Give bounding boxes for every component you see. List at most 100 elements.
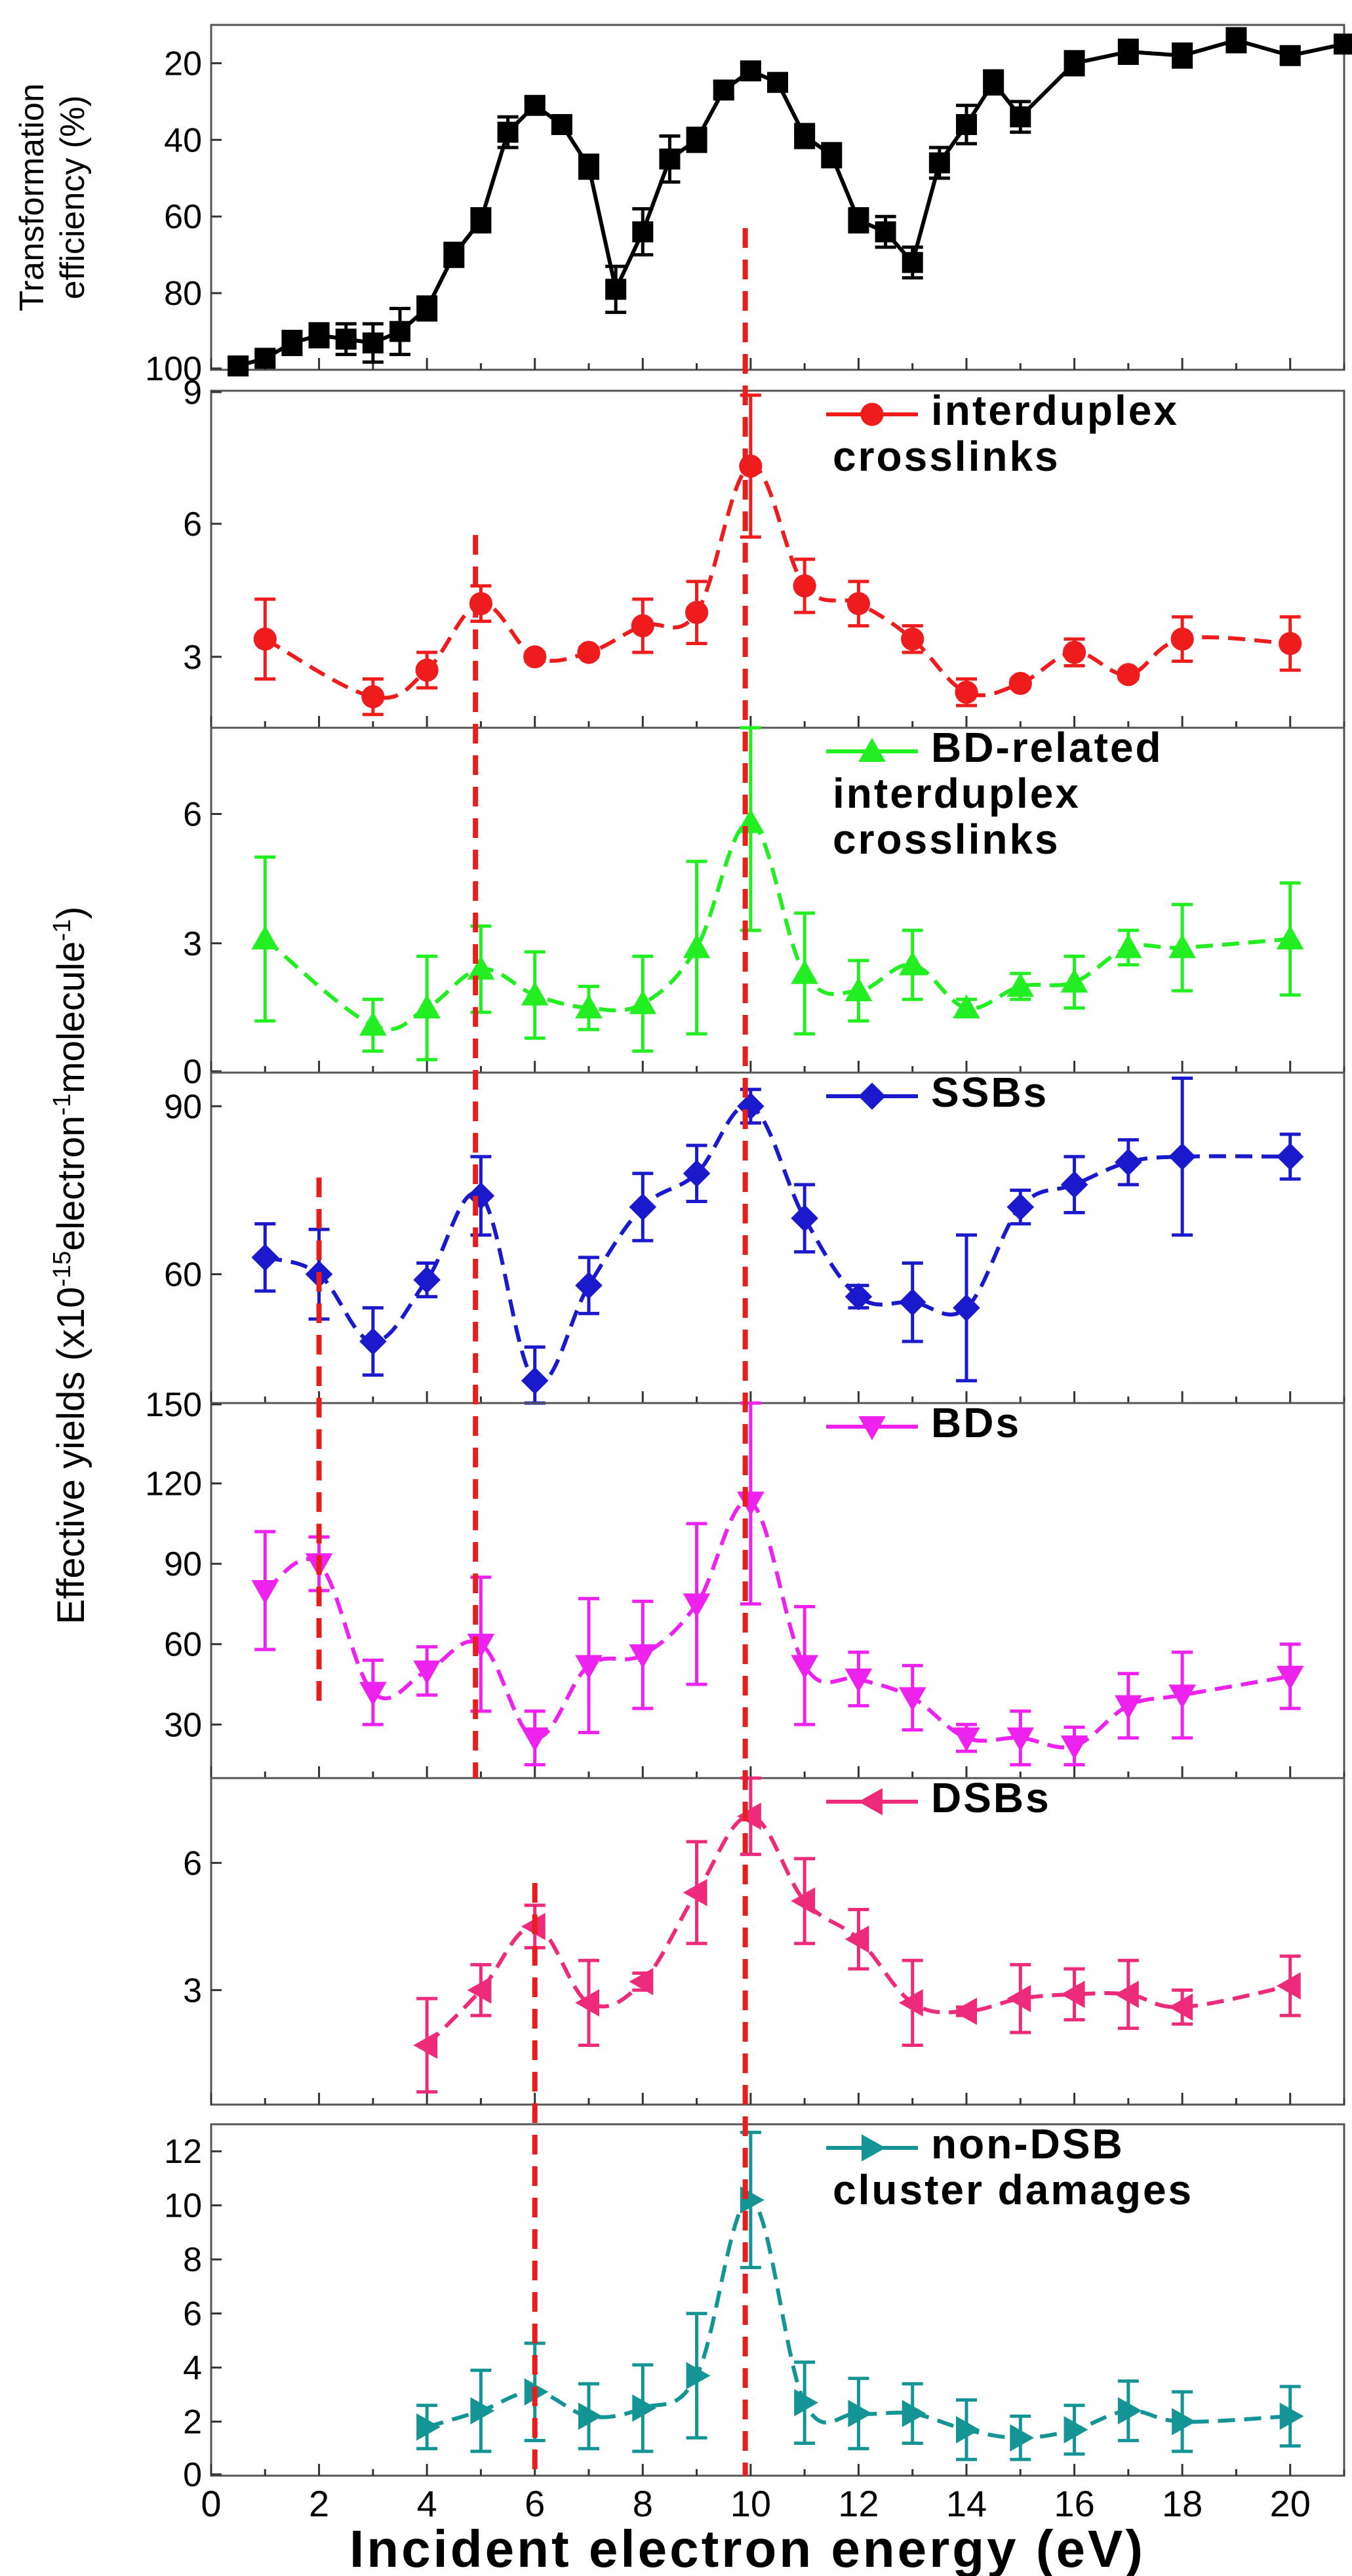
data-point xyxy=(983,71,1004,93)
data-point xyxy=(845,1282,873,1311)
y-tick-label: 60 xyxy=(164,1256,202,1294)
y-tick-label: 90 xyxy=(164,1088,202,1126)
data-point xyxy=(739,454,763,478)
data-point xyxy=(413,1660,441,1685)
data-point xyxy=(251,1580,279,1604)
data-point xyxy=(578,156,599,178)
y-tick-label: 3 xyxy=(183,925,202,963)
data-point xyxy=(1064,2416,1088,2444)
legend-text: interduplex xyxy=(833,770,1081,817)
data-point xyxy=(575,1271,603,1299)
panel-frame xyxy=(210,389,1345,729)
data-point xyxy=(1172,2408,1196,2436)
data-point xyxy=(875,221,896,243)
data-point xyxy=(1117,663,1140,686)
data-point xyxy=(551,113,572,135)
data-point xyxy=(821,144,843,166)
data-point xyxy=(251,925,279,950)
data-point xyxy=(1334,33,1352,55)
data-point xyxy=(902,252,923,273)
data-point xyxy=(1276,925,1304,950)
data-point xyxy=(1060,1981,1085,2008)
data-point xyxy=(767,71,788,93)
panel-frame xyxy=(210,24,1345,371)
ylabel-mid1: electron xyxy=(50,1116,92,1251)
legend-text: SSBs xyxy=(931,1069,1048,1116)
y-tick-label: 30 xyxy=(164,1706,202,1744)
x-axis: 0 2 4 6 8 10 12 14 16 18 20 xyxy=(201,2483,1310,2524)
data-point xyxy=(953,1294,980,1322)
transformation-ylabel-line1: Transformation xyxy=(13,83,51,311)
data-point xyxy=(901,627,925,651)
panel-transformation: 20 40 60 80 100 Transformation efficiency (%) xyxy=(13,24,1352,388)
data-point xyxy=(683,934,711,959)
data-point xyxy=(413,1266,441,1294)
legend-marker xyxy=(862,2134,886,2162)
data-point xyxy=(737,1802,761,1831)
y-tick-label: 3 xyxy=(183,1972,202,2010)
data-point xyxy=(898,951,926,976)
x-tick-label: 16 xyxy=(1054,2483,1094,2524)
data-point xyxy=(955,681,978,704)
data-point xyxy=(362,332,384,354)
data-point xyxy=(1010,106,1031,128)
data-point xyxy=(359,1682,387,1707)
data-point xyxy=(1168,934,1196,959)
legend-marker xyxy=(860,403,884,426)
x-tick-label: 10 xyxy=(730,2483,771,2524)
data-point xyxy=(470,2397,495,2425)
data-point xyxy=(659,148,681,170)
data-point xyxy=(443,244,465,266)
data-point xyxy=(631,614,654,638)
y-tick-label: 150 xyxy=(145,1386,202,1424)
legend-text: DSBs xyxy=(931,1774,1051,1821)
legend-text: crosslinks xyxy=(833,816,1060,863)
legend-marker xyxy=(858,1788,883,1815)
data-point xyxy=(629,990,657,1014)
data-point xyxy=(470,210,492,231)
data-point xyxy=(416,2413,441,2441)
data-point xyxy=(791,1204,818,1232)
y-tick-label: 6 xyxy=(183,796,202,834)
data-point xyxy=(685,601,709,624)
series-line xyxy=(264,1499,1291,1750)
ylabel-end: ) xyxy=(50,906,92,919)
transformation-ylabel-line2: efficiency (%) xyxy=(54,95,92,299)
data-point xyxy=(898,1989,923,2017)
x-tick-label: 8 xyxy=(633,2483,653,2524)
panel-frame xyxy=(210,1402,1345,1779)
data-point xyxy=(415,658,439,682)
ylabel-base: Effective yields (x10 xyxy=(50,1287,92,1625)
data-point xyxy=(254,347,276,369)
x-tick-label: 4 xyxy=(417,2483,437,2524)
data-point xyxy=(416,298,438,319)
legend-marker xyxy=(858,1082,886,1110)
x-tick-label: 6 xyxy=(525,2483,545,2524)
data-point xyxy=(1168,1993,1193,2021)
data-point xyxy=(898,1288,926,1317)
data-point xyxy=(1006,1727,1035,1752)
x-tick-label: 12 xyxy=(838,2483,879,2524)
series-line xyxy=(264,820,1290,1031)
data-point xyxy=(1117,41,1139,62)
data-point xyxy=(686,129,707,151)
data-point xyxy=(683,1159,711,1187)
data-point xyxy=(953,1727,980,1752)
data-point xyxy=(524,94,546,116)
data-point xyxy=(1060,1171,1088,1199)
data-point xyxy=(1008,671,1032,695)
data-point xyxy=(1279,631,1302,656)
data-point xyxy=(791,959,818,984)
data-point xyxy=(1115,934,1142,959)
data-point xyxy=(1115,1148,1142,1176)
data-point xyxy=(521,981,549,1006)
shared-y-axis-label: Effective yields (x10-15electron-1molecu… xyxy=(49,906,92,1624)
data-point xyxy=(1115,1695,1142,1720)
panel-frame xyxy=(210,1777,1345,2106)
y-tick-label: 9 xyxy=(183,374,202,412)
data-point xyxy=(794,2388,818,2417)
data-point xyxy=(740,60,761,82)
data-point xyxy=(793,574,816,598)
